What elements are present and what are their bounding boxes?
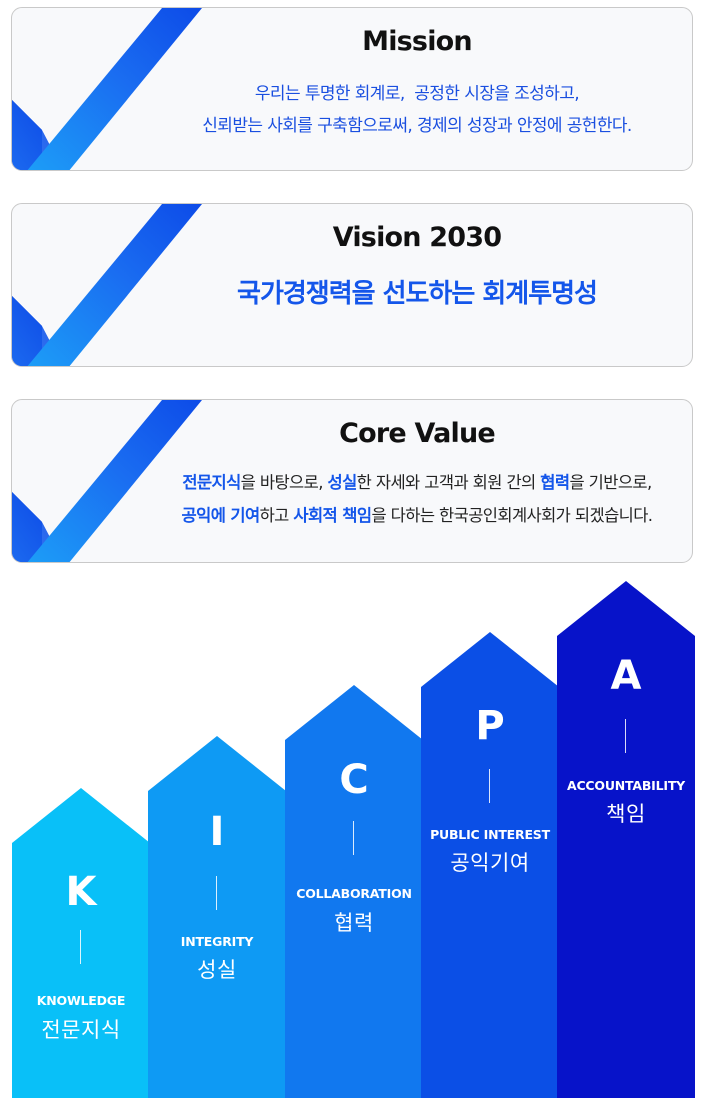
vision-card: Vision 2030 국가경쟁력을 선도하는 회계투명성 xyxy=(11,203,693,367)
mission-title: Mission xyxy=(362,26,473,57)
value-letter: A xyxy=(610,653,642,699)
core-value-text: 을 다하는 한국공인회계사회가 되겠습니다. xyxy=(371,506,653,525)
value-korean: 전문지식 xyxy=(41,1018,121,1042)
core-value-statement: 전문지식을 바탕으로, 성실한 자세와 고객과 회원 간의 협력을 기반으로, … xyxy=(142,466,692,532)
value-korean: 책임 xyxy=(606,802,646,826)
value-column-p: P PUBLIC INTEREST 공익기여 xyxy=(421,632,559,1098)
checkmark-icon xyxy=(12,204,202,366)
mission-statement: 우리는 투명한 회계로, 공정한 시장을 조성하고, 신뢰받는 사회를 구축함으… xyxy=(142,78,692,142)
vision-title: Vision 2030 xyxy=(332,222,502,253)
mission-card: Mission 우리는 투명한 회계로, 공정한 시장을 조성하고, 신뢰받는 … xyxy=(11,7,693,171)
value-column-a: A ACCOUNTABILITY 책임 xyxy=(557,581,695,1098)
core-value-text: 을 바탕으로, xyxy=(240,473,328,492)
mission-line-2: 신뢰받는 사회를 구축함으로써, 경제의 성장과 안정에 공헌한다. xyxy=(202,116,632,136)
value-english: PUBLIC INTEREST xyxy=(430,827,550,842)
value-english: INTEGRITY xyxy=(180,934,254,949)
highlighted-keyword: 협력 xyxy=(540,473,570,492)
core-value-text: 하고 xyxy=(259,506,294,525)
highlighted-keyword: 전문지식 xyxy=(182,473,241,492)
mission-line-1: 우리는 투명한 회계로, 공정한 시장을 조성하고, xyxy=(254,84,580,104)
core-value-title: Core Value xyxy=(339,418,496,449)
value-column-k: K KNOWLEDGE 전문지식 xyxy=(12,788,150,1098)
value-column-i: I INTEGRITY 성실 xyxy=(148,736,286,1098)
divider-line xyxy=(216,876,217,910)
value-korean: 공익기여 xyxy=(450,851,530,875)
divider-line xyxy=(353,821,354,855)
vision-statement: 국가경쟁력을 선도하는 회계투명성 xyxy=(237,279,598,309)
divider-line xyxy=(489,769,490,803)
core-value-line-2: 공익에 기여하고 사회적 책임을 다하는 한국공인회계사회가 되겠습니다. xyxy=(142,499,692,532)
checkmark-icon xyxy=(12,8,202,170)
highlighted-keyword: 사회적 책임 xyxy=(293,506,372,525)
core-value-text: 한 자세와 고객과 회원 간의 xyxy=(356,473,541,492)
value-letter: I xyxy=(209,809,225,855)
core-value-text: 을 기반으로, xyxy=(569,473,652,492)
value-english: KNOWLEDGE xyxy=(36,993,126,1008)
value-letter: C xyxy=(339,757,369,803)
core-value-card: Core Value 전문지식을 바탕으로, 성실한 자세와 고객과 회원 간의… xyxy=(11,399,693,563)
divider-line xyxy=(80,930,81,964)
value-letter: K xyxy=(65,869,97,915)
highlighted-keyword: 공익에 기여 xyxy=(181,506,261,525)
divider-line xyxy=(625,719,626,753)
value-column-c: C COLLABORATION 협력 xyxy=(285,685,423,1098)
value-letter: P xyxy=(475,703,505,749)
highlighted-keyword: 성실 xyxy=(327,473,358,492)
checkmark-icon xyxy=(12,400,202,562)
value-english: ACCOUNTABILITY xyxy=(566,778,686,793)
value-korean: 협력 xyxy=(334,911,374,935)
core-value-line-1: 전문지식을 바탕으로, 성실한 자세와 고객과 회원 간의 협력을 기반으로, xyxy=(142,466,692,499)
value-korean: 성실 xyxy=(197,958,237,982)
value-english: COLLABORATION xyxy=(296,886,412,901)
